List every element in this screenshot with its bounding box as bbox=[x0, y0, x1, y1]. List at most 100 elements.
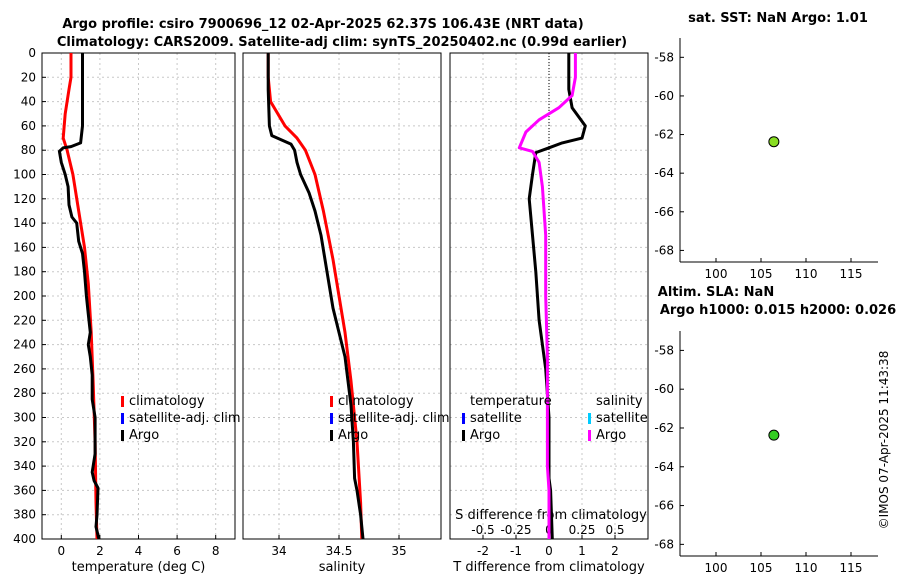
x-tick-label: 2 bbox=[96, 544, 104, 558]
y-tick-label: 340 bbox=[13, 459, 36, 473]
y-tick-label: 300 bbox=[13, 411, 36, 425]
panel-sst-map: -58 -60 -62 -64 -66 -68 100 105 110 115 bbox=[654, 38, 878, 281]
y-tick-label: 100 bbox=[13, 168, 36, 182]
y-tick-label: 80 bbox=[21, 143, 36, 157]
diff-legend-s-header: salinity bbox=[596, 394, 643, 409]
axes-box bbox=[41, 52, 236, 540]
y-tick-label: 380 bbox=[13, 508, 36, 522]
y-tick-label: 260 bbox=[13, 362, 36, 376]
sal-legend-label: climatology bbox=[338, 394, 414, 409]
x-tick-label: 115 bbox=[840, 561, 863, 575]
s-diff-tick-label: 0.5 bbox=[605, 523, 624, 537]
x-tick-label: 110 bbox=[795, 267, 818, 281]
y-tick-label: -60 bbox=[654, 382, 674, 396]
y-tick-label: 60 bbox=[21, 119, 36, 133]
y-tick-label: -66 bbox=[654, 205, 674, 219]
diff-legend-s-label: Argo bbox=[596, 428, 626, 443]
x-tick-label: 34.5 bbox=[326, 544, 353, 558]
x-tick-label: 35 bbox=[391, 544, 406, 558]
temp-legend-label: satellite-adj. clim bbox=[129, 411, 241, 426]
x-axis-label: temperature (deg C) bbox=[72, 560, 206, 575]
sal-legend-label: Argo bbox=[338, 428, 368, 443]
x-tick-label: 34 bbox=[271, 544, 286, 558]
float-position-marker bbox=[768, 136, 780, 148]
x-tick-label: 100 bbox=[705, 267, 728, 281]
x-tick-label: 1 bbox=[578, 544, 586, 558]
x-tick-label: 105 bbox=[750, 267, 773, 281]
diff-legend-t-label: satellite bbox=[470, 411, 522, 426]
series-argo-line bbox=[266, 53, 365, 540]
series-climatology-line bbox=[266, 53, 364, 540]
sal-legend-marker bbox=[330, 413, 333, 424]
series-t-diff-argo-line bbox=[527, 53, 587, 540]
y-tick-label: -66 bbox=[654, 499, 674, 513]
y-tick-label: 200 bbox=[13, 289, 36, 303]
y-tick-label: 140 bbox=[13, 216, 36, 230]
y-tick-label: 160 bbox=[13, 240, 36, 254]
y-tick-label: -62 bbox=[654, 128, 674, 142]
temp-legend-label: Argo bbox=[129, 428, 159, 443]
x-tick-label: 105 bbox=[750, 561, 773, 575]
x-tick-label: 0 bbox=[545, 544, 553, 558]
sal-legend-label: satellite-adj. clim bbox=[338, 411, 450, 426]
diff-legend-s-label: satellite bbox=[596, 411, 648, 426]
diff-legend-t-label: Argo bbox=[470, 428, 500, 443]
diff-legend-s-marker bbox=[588, 413, 591, 424]
y-tick-label: 320 bbox=[13, 435, 36, 449]
temp-legend-marker bbox=[121, 430, 124, 441]
axes-box bbox=[242, 52, 442, 540]
diff-legend-t-marker bbox=[462, 430, 465, 441]
s-diff-tick-label: 0.25 bbox=[569, 523, 596, 537]
title-line2: Climatology: CARS2009. Satellite-adj cli… bbox=[57, 35, 627, 50]
diff-legend-t-header: temperature bbox=[470, 394, 552, 409]
series-argo-line bbox=[57, 53, 101, 540]
y-tick-label: -68 bbox=[654, 243, 674, 257]
x-tick-label: 100 bbox=[705, 561, 728, 575]
title-line1: Argo profile: csiro 7900696_12 02-Apr-20… bbox=[62, 17, 583, 32]
x-tick-label: 6 bbox=[173, 544, 181, 558]
float-position-marker bbox=[768, 429, 780, 441]
imos-watermark: ©IMOS 07-Apr-2025 11:43:38 bbox=[877, 351, 891, 530]
y-tick-label: -60 bbox=[654, 89, 674, 103]
y-tick-label: 40 bbox=[21, 95, 36, 109]
x-tick-label: 115 bbox=[840, 267, 863, 281]
x-tick-label: -2 bbox=[477, 544, 489, 558]
y-tick-label: 400 bbox=[13, 532, 36, 546]
s-diff-tick-label: -0.5 bbox=[471, 523, 494, 537]
sla-title-line2: Argo h1000: 0.015 h2000: 0.026 bbox=[660, 303, 896, 318]
y-tick-label: 220 bbox=[13, 313, 36, 327]
temp-legend-label: climatology bbox=[129, 394, 205, 409]
y-tick-label: 240 bbox=[13, 338, 36, 352]
y-tick-label: -58 bbox=[654, 343, 674, 357]
series-s-diff-argo-line bbox=[517, 53, 577, 539]
temp-legend-marker bbox=[121, 396, 124, 407]
x-tick-label: -1 bbox=[510, 544, 522, 558]
x-tick-label: 4 bbox=[135, 544, 143, 558]
x-tick-label: 8 bbox=[212, 544, 220, 558]
panel-salinity: 34 34.5 35 salinity climatology satellite-adj… bbox=[242, 52, 450, 575]
diff-legend-s-marker bbox=[588, 430, 591, 441]
y-tick-label: 20 bbox=[21, 70, 36, 84]
y-tick-label: -68 bbox=[654, 537, 674, 551]
y-tick-label: 120 bbox=[13, 192, 36, 206]
y-tick-label: 180 bbox=[13, 265, 36, 279]
y-tick-label: -64 bbox=[654, 460, 674, 474]
y-tick-label: 0 bbox=[28, 46, 36, 60]
panel-temperature: 0204060801001201401601802002202402602803… bbox=[13, 46, 241, 575]
y-tick-label: -62 bbox=[654, 421, 674, 435]
y-tick-label: -58 bbox=[654, 50, 674, 64]
panel-sla-map: -58 -60 -62 -64 -66 -68 100 105 110 115 bbox=[654, 331, 878, 575]
x-axis-label: T difference from climatology bbox=[452, 560, 645, 575]
x-axis-label: salinity bbox=[319, 560, 366, 575]
s-diff-tick-label: -0.25 bbox=[500, 523, 531, 537]
y-tick-label: 360 bbox=[13, 483, 36, 497]
x-tick-label: 110 bbox=[795, 561, 818, 575]
diff-legend-t-marker bbox=[462, 413, 465, 424]
x-tick-label: 0 bbox=[57, 544, 65, 558]
sal-legend-marker bbox=[330, 430, 333, 441]
x-tick-label: 2 bbox=[611, 544, 619, 558]
sst-title: sat. SST: NaN Argo: 1.01 bbox=[688, 11, 868, 26]
sla-title-line1: Altim. SLA: NaN bbox=[658, 285, 774, 300]
